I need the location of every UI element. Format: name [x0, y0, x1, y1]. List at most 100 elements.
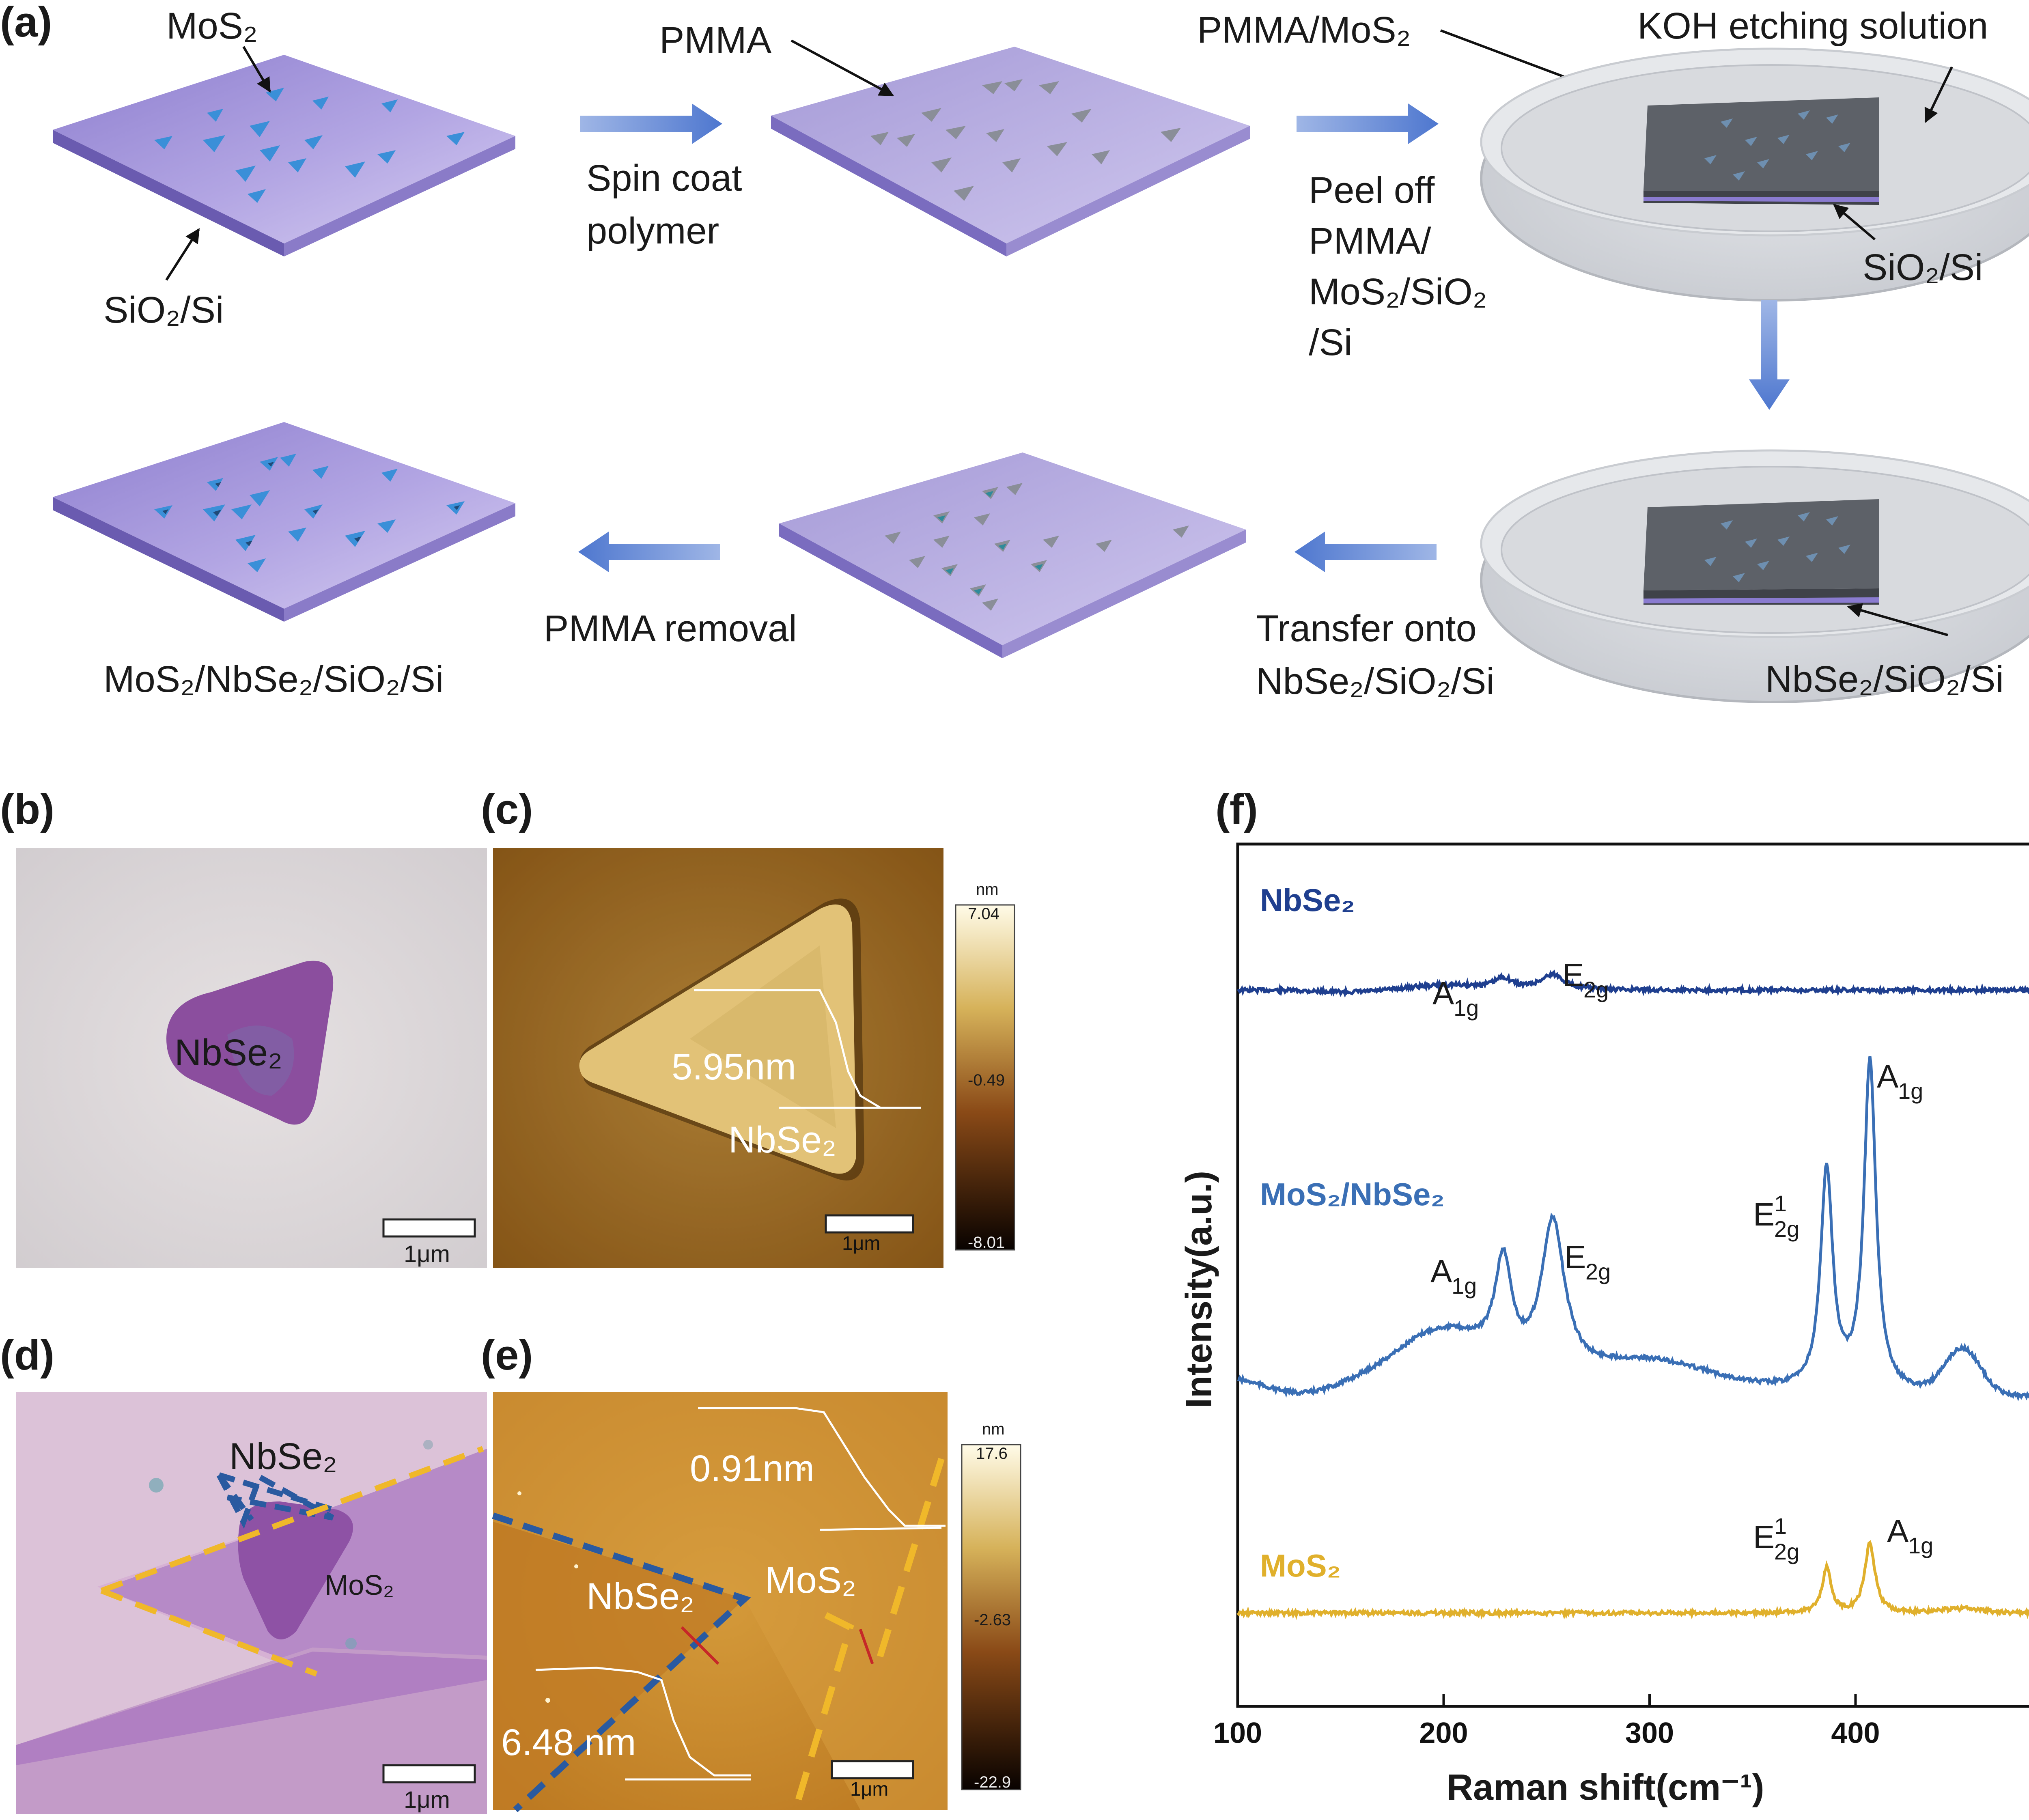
peak-het-e12g-sub: 2g [1774, 1216, 1799, 1242]
optical-image-d [16, 1392, 487, 1814]
panel-label-c: (c) [481, 786, 533, 833]
peak-het-a1g-sub: 1g [1452, 1273, 1477, 1299]
label-height-c: 5.95nm [672, 1046, 796, 1088]
peak-mos2-e12g-main: E [1753, 1519, 1775, 1555]
label-pmma: PMMA [659, 19, 772, 61]
petri-dish-nbse2 [1480, 449, 2029, 703]
x-tick-label-3: 400 [1831, 1717, 1880, 1749]
wafer-pmma-on-nbse2 [779, 452, 1246, 658]
peak-het-e12g-sup: 1 [1774, 1191, 1787, 1216]
panel-label-b: (b) [0, 786, 54, 833]
series-line-2 [1236, 1540, 2029, 1620]
label-transfer-1: Transfer onto [1256, 608, 1477, 649]
label-peel-3: MoS₂/SiO₂ [1309, 271, 1487, 312]
panel-label-f: (f) [1215, 786, 1258, 833]
colorbar-e-min: -22.9 [974, 1773, 1011, 1791]
label-nbse2-d: NbSe₂ [229, 1436, 337, 1477]
process-arrow-4 [1295, 532, 1437, 572]
label-pmma-removal: PMMA removal [544, 608, 797, 649]
label-height2-e: 6.48 nm [501, 1722, 636, 1763]
peak-het-e12g-main: E [1753, 1196, 1775, 1232]
colorbar-c-unit: nm [976, 881, 999, 898]
label-transfer-2: NbSe₂/SiO₂/Si [1256, 661, 1495, 702]
colorbar-e-max: 17.6 [976, 1445, 1008, 1462]
x-axis-label: Raman shift(cm⁻¹) [1447, 1767, 1764, 1808]
label-sio2-si: SiO₂/Si [103, 289, 224, 331]
peak-mos2-a1g-sub: 1g [1908, 1533, 1933, 1558]
afm-image-e [492, 1392, 948, 1812]
label-nbse2-e: NbSe₂ [586, 1576, 694, 1617]
label-koh: KOH etching solution [1637, 5, 1988, 47]
label-final-stack: MoS₂/NbSe₂/SiO₂/Si [103, 659, 444, 700]
arrow-sio2-si [165, 228, 200, 281]
x-ticks: 100200300400500 [1213, 1694, 1880, 1749]
label-peel-4: /Si [1309, 322, 1352, 363]
peak-het-a1g-mos2-main: A [1877, 1058, 1899, 1094]
raman-labels: NbSe₂MoS₂/NbSe₂MoS₂A1gE2gA1gE2gE2g1A1gE2… [1260, 882, 1933, 1583]
mos2-flakes [154, 88, 465, 203]
arrow-sio2-si-dish [1833, 204, 1876, 241]
peak-het-a1g-mos2-sub: 1g [1898, 1078, 1923, 1104]
x-tick-label-2: 300 [1625, 1717, 1674, 1749]
process-arrow-5 [578, 532, 720, 572]
series-line-0 [1237, 969, 2029, 998]
series-line-1 [1237, 1056, 2029, 1402]
label-mos2: MoS₂ [166, 5, 258, 47]
plot-frame [1236, 842, 2029, 1708]
label-peel-2: PMMA/ [1309, 220, 1431, 262]
process-arrow-1 [580, 103, 722, 144]
peak-nbse2-a1g-sub: 1g [1454, 995, 1479, 1021]
label-peel-1: Peel off [1309, 170, 1435, 211]
colorbar-c-max: 7.04 [968, 905, 999, 923]
y-axis-label: Intensity(a.u.) [1179, 1171, 1219, 1408]
peak-het-e2g-main: E [1564, 1239, 1586, 1275]
colorbar-e [961, 1444, 1021, 1790]
wafer-sio2-mos2 [53, 55, 515, 256]
x-tick-label-1: 200 [1419, 1717, 1468, 1749]
peak-nbse2-e2g-main: E [1562, 957, 1584, 993]
raman-curves [1236, 969, 2029, 1620]
wafer-pmma [771, 47, 1250, 256]
colorbar-c-mid: -0.49 [968, 1071, 1005, 1089]
x-tick-label-0: 100 [1213, 1717, 1262, 1749]
label-mos2-e: MoS₂ [765, 1559, 856, 1601]
scale-bar-e: 1μm [850, 1779, 888, 1800]
arrow-koh [1924, 66, 1953, 123]
label-nbse2-b: NbSe₂ [174, 1032, 282, 1073]
label-nbse2-c: NbSe₂ [728, 1119, 836, 1161]
peak-mos2-e12g-sub: 2g [1774, 1539, 1799, 1564]
label-nbse2-sio2-si-dish: NbSe₂/SiO₂/Si [1765, 659, 2004, 700]
colorbar-c-min: -8.01 [968, 1234, 1005, 1251]
label-sio2-si-dish: SiO₂/Si [1863, 247, 1983, 288]
label-spin-coat-1: Spin coat [586, 157, 742, 199]
colorbar-c [955, 904, 1015, 1251]
process-arrow-3 [1749, 300, 1790, 410]
colorbar-e-unit: nm [982, 1420, 1005, 1438]
peak-nbse2-e2g-sub: 2g [1583, 977, 1609, 1002]
arrow-mos2 [242, 46, 271, 93]
scale-bar-c: 1μm [842, 1233, 880, 1254]
colorbar-e-mid: -2.63 [974, 1611, 1011, 1629]
label-spin-coat-2: polymer [586, 210, 719, 252]
panel-label-a: (a) [0, 0, 52, 46]
label-height1-e: 0.91nm [690, 1448, 814, 1489]
panel-label-d: (d) [0, 1331, 54, 1379]
peak-mos2-e12g-sup: 1 [1774, 1513, 1787, 1539]
series-name-2: MoS₂ [1260, 1548, 1341, 1583]
panel-label-e: (e) [481, 1331, 533, 1379]
optical-image-b [16, 848, 487, 1268]
label-mos2-d: MoS₂ [325, 1569, 394, 1601]
afm-image-c [493, 848, 943, 1268]
scale-bar-b: 1μm [404, 1241, 450, 1267]
label-pmma-mos2: PMMA/MoS₂ [1197, 9, 1411, 51]
petri-dish-koh [1480, 47, 2029, 302]
wafer-final [53, 422, 515, 622]
peak-het-e2g-sub: 2g [1585, 1259, 1611, 1284]
peak-nbse2-a1g-main: A [1432, 975, 1454, 1011]
process-arrow-2 [1297, 103, 1439, 144]
series-name-0: NbSe₂ [1260, 882, 1355, 918]
raman-chart: 100200300400500 NbSe₂MoS₂/NbSe₂MoS₂A1gE2… [1213, 842, 2029, 1749]
peak-mos2-a1g-main: A [1887, 1513, 1909, 1549]
series-name-1: MoS₂/NbSe₂ [1260, 1176, 1445, 1212]
